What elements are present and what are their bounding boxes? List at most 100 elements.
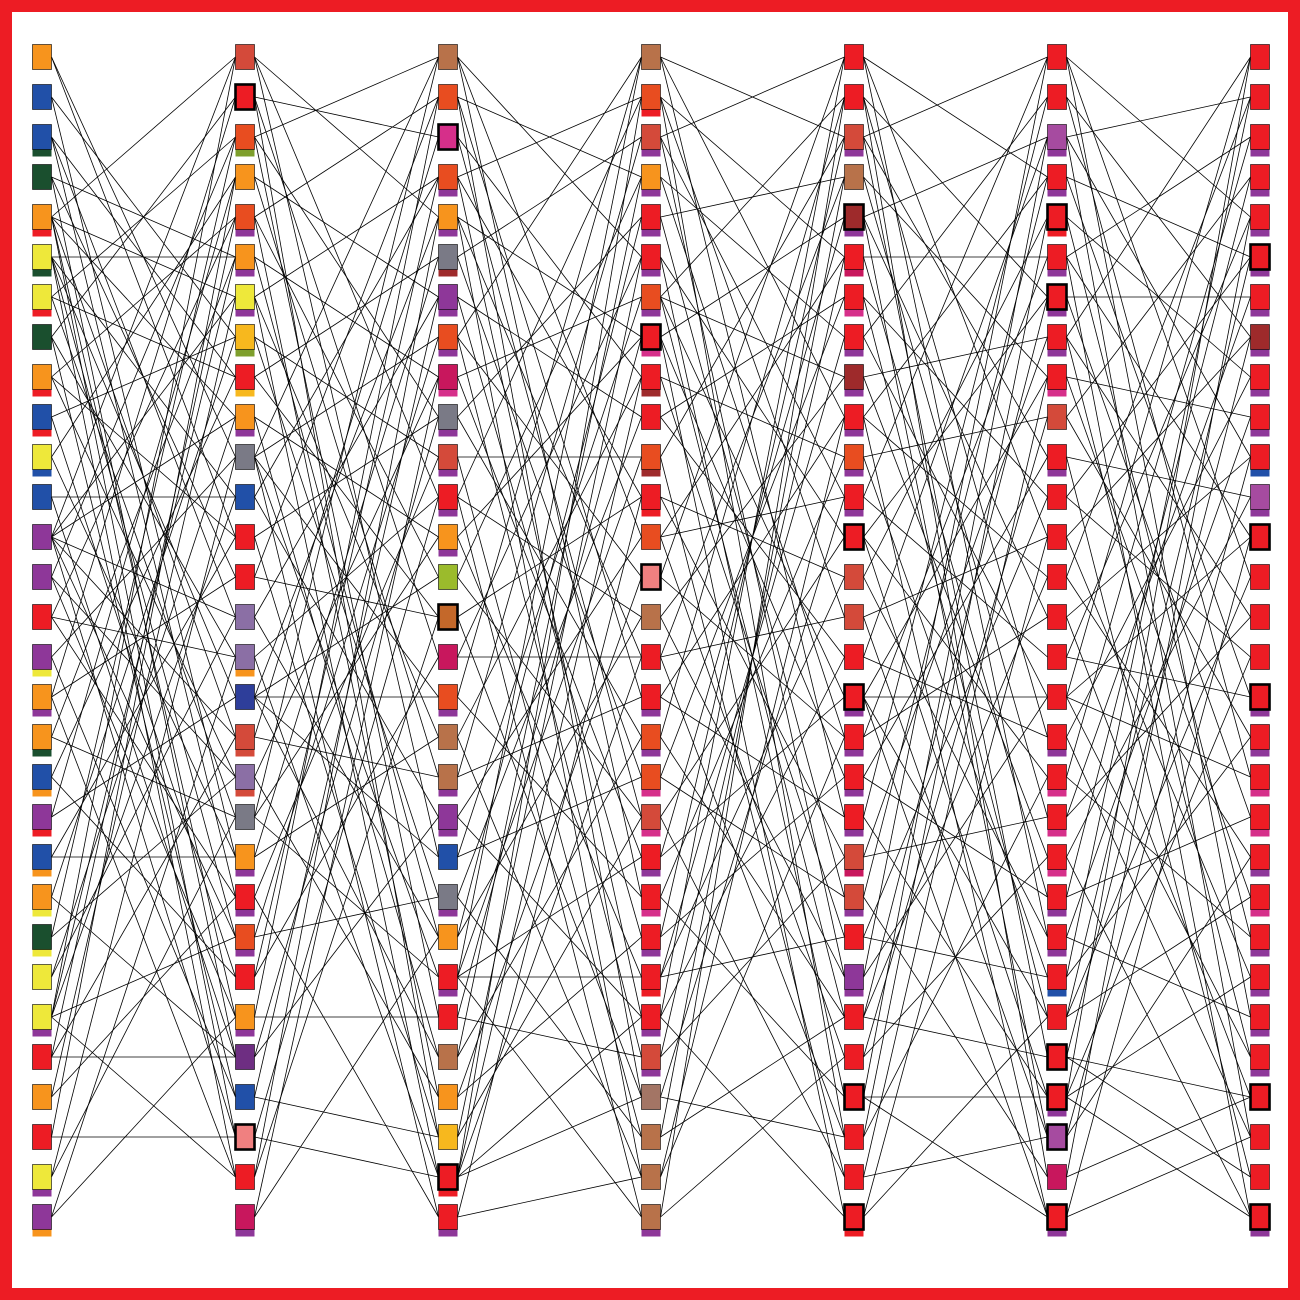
- node-c5-24: [1047, 1004, 1067, 1030]
- edge-c1-27-c2-11: [254, 496, 439, 1138]
- node-c0-23: [32, 964, 52, 990]
- edge-c2-16-c3-0: [457, 56, 642, 698]
- edge-c4-7-c5-1: [863, 96, 1048, 338]
- edge-c2-22-c3-4: [457, 216, 642, 938]
- node-c1-18: [235, 764, 255, 790]
- edge-c3-3-c4-7: [660, 176, 845, 338]
- edge-c0-13-c1-2: [51, 136, 236, 578]
- node-band-c6-6: [1250, 309, 1270, 317]
- node-c4-27: [844, 1124, 864, 1150]
- edge-c2-29-c3-11: [457, 496, 642, 1218]
- node-band-c0-18: [32, 789, 52, 797]
- edge-c0-21-c1-7: [51, 336, 236, 898]
- edge-c0-29-c1-24: [51, 1016, 236, 1218]
- edge-c3-21-c4-10: [660, 456, 845, 898]
- node-c6-16: [1249, 683, 1271, 711]
- node-band-c6-20: [1250, 869, 1270, 877]
- node-c5-5: [1047, 244, 1067, 270]
- node-c4-4: [843, 203, 865, 231]
- node-c1-15: [235, 644, 255, 670]
- node-band-c5-21: [1047, 909, 1067, 917]
- node-c2-0: [438, 44, 458, 70]
- node-c4-15: [844, 644, 864, 670]
- node-c6-23: [1250, 964, 1270, 990]
- edge-c5-28-c6-26: [1066, 1096, 1251, 1178]
- node-c5-22: [1047, 924, 1067, 950]
- node-c3-10: [641, 444, 661, 470]
- edge-c0-25-c1-17: [51, 736, 236, 1058]
- node-band-c6-3: [1250, 189, 1270, 197]
- node-c2-4: [438, 204, 458, 230]
- node-band-c5-2: [1047, 149, 1067, 157]
- edge-c2-18-c3-2: [457, 136, 642, 778]
- edge-c3-24-c4-15: [660, 656, 845, 1018]
- node-band-c4-7: [844, 349, 864, 357]
- node-c0-26: [32, 1084, 52, 1110]
- edge-c0-18-c1-23: [51, 776, 236, 978]
- edge-c4-22-c5-11: [863, 496, 1048, 938]
- node-c5-0: [1047, 44, 1067, 70]
- node-band-c4-4: [844, 229, 864, 237]
- edge-c5-27-c6-10: [1066, 456, 1251, 1138]
- node-band-c1-29: [235, 1229, 255, 1237]
- node-c1-10: [235, 444, 255, 470]
- node-c4-17: [844, 724, 864, 750]
- node-c3-18: [641, 764, 661, 790]
- node-c2-9: [438, 404, 458, 430]
- node-c3-0: [641, 44, 661, 70]
- node-c3-5: [641, 244, 661, 270]
- node-band-c0-20: [32, 869, 52, 877]
- edge-layer: [51, 56, 1251, 1218]
- edge-c1-17-c2-18: [254, 736, 439, 778]
- node-c0-25: [32, 1044, 52, 1070]
- edge-c0-12-c1-22: [51, 536, 236, 938]
- node-c2-3: [438, 164, 458, 190]
- node-band-c1-20: [235, 869, 255, 877]
- edge-c5-22-c6-24: [1066, 936, 1251, 1018]
- edge-c5-18-c6-2: [1066, 136, 1251, 778]
- edge-c0-12-c1-27: [51, 536, 236, 1138]
- node-c4-6: [844, 284, 864, 310]
- node-band-c1-18: [235, 789, 255, 797]
- edge-c5-16-c6-18: [1066, 696, 1251, 778]
- node-band-c4-23: [844, 989, 864, 997]
- node-c1-11: [235, 484, 255, 510]
- edge-c3-29-c4-1: [660, 96, 845, 1218]
- node-c5-3: [1047, 164, 1067, 190]
- node-c0-13: [32, 564, 52, 590]
- node-c4-1: [844, 84, 864, 110]
- node-c2-8: [438, 364, 458, 390]
- edge-c4-19-c5-1: [863, 96, 1048, 818]
- edge-c1-2-c2-0: [254, 56, 439, 138]
- node-band-c1-8: [235, 389, 255, 397]
- edge-c4-13-c5-22: [863, 576, 1048, 938]
- node-c0-16: [32, 684, 52, 710]
- node-band-c2-18: [438, 789, 458, 797]
- edge-c0-28-c1-10: [51, 456, 236, 1178]
- edge-c1-21-c2-29: [254, 896, 439, 1218]
- edge-c1-10-c2-23: [254, 456, 439, 978]
- edge-c0-27-c1-3: [51, 176, 236, 1138]
- edge-c5-26-c6-0: [1066, 56, 1251, 1098]
- node-c3-15: [641, 644, 661, 670]
- node-c5-20: [1047, 844, 1067, 870]
- node-c0-3: [32, 164, 52, 190]
- edge-c4-27-c5-4: [863, 216, 1048, 1138]
- edge-c5-13-c6-1: [1066, 96, 1251, 578]
- node-band-c6-2: [1250, 149, 1270, 157]
- node-c2-5: [438, 244, 458, 270]
- node-c0-2: [32, 124, 52, 150]
- node-c3-20: [641, 844, 661, 870]
- node-band-c2-6: [438, 309, 458, 317]
- node-band-c1-17: [235, 749, 255, 757]
- node-c3-16: [641, 684, 661, 710]
- edge-c5-24-c6-21: [1066, 896, 1251, 1018]
- edge-c1-27-c2-28: [254, 1136, 439, 1178]
- node-c1-3: [235, 164, 255, 190]
- node-band-c3-5: [641, 269, 661, 277]
- node-c2-27: [438, 1124, 458, 1150]
- node-c1-0: [235, 44, 255, 70]
- node-c6-8: [1250, 364, 1270, 390]
- node-band-c0-21: [32, 909, 52, 917]
- node-c6-3: [1250, 164, 1270, 190]
